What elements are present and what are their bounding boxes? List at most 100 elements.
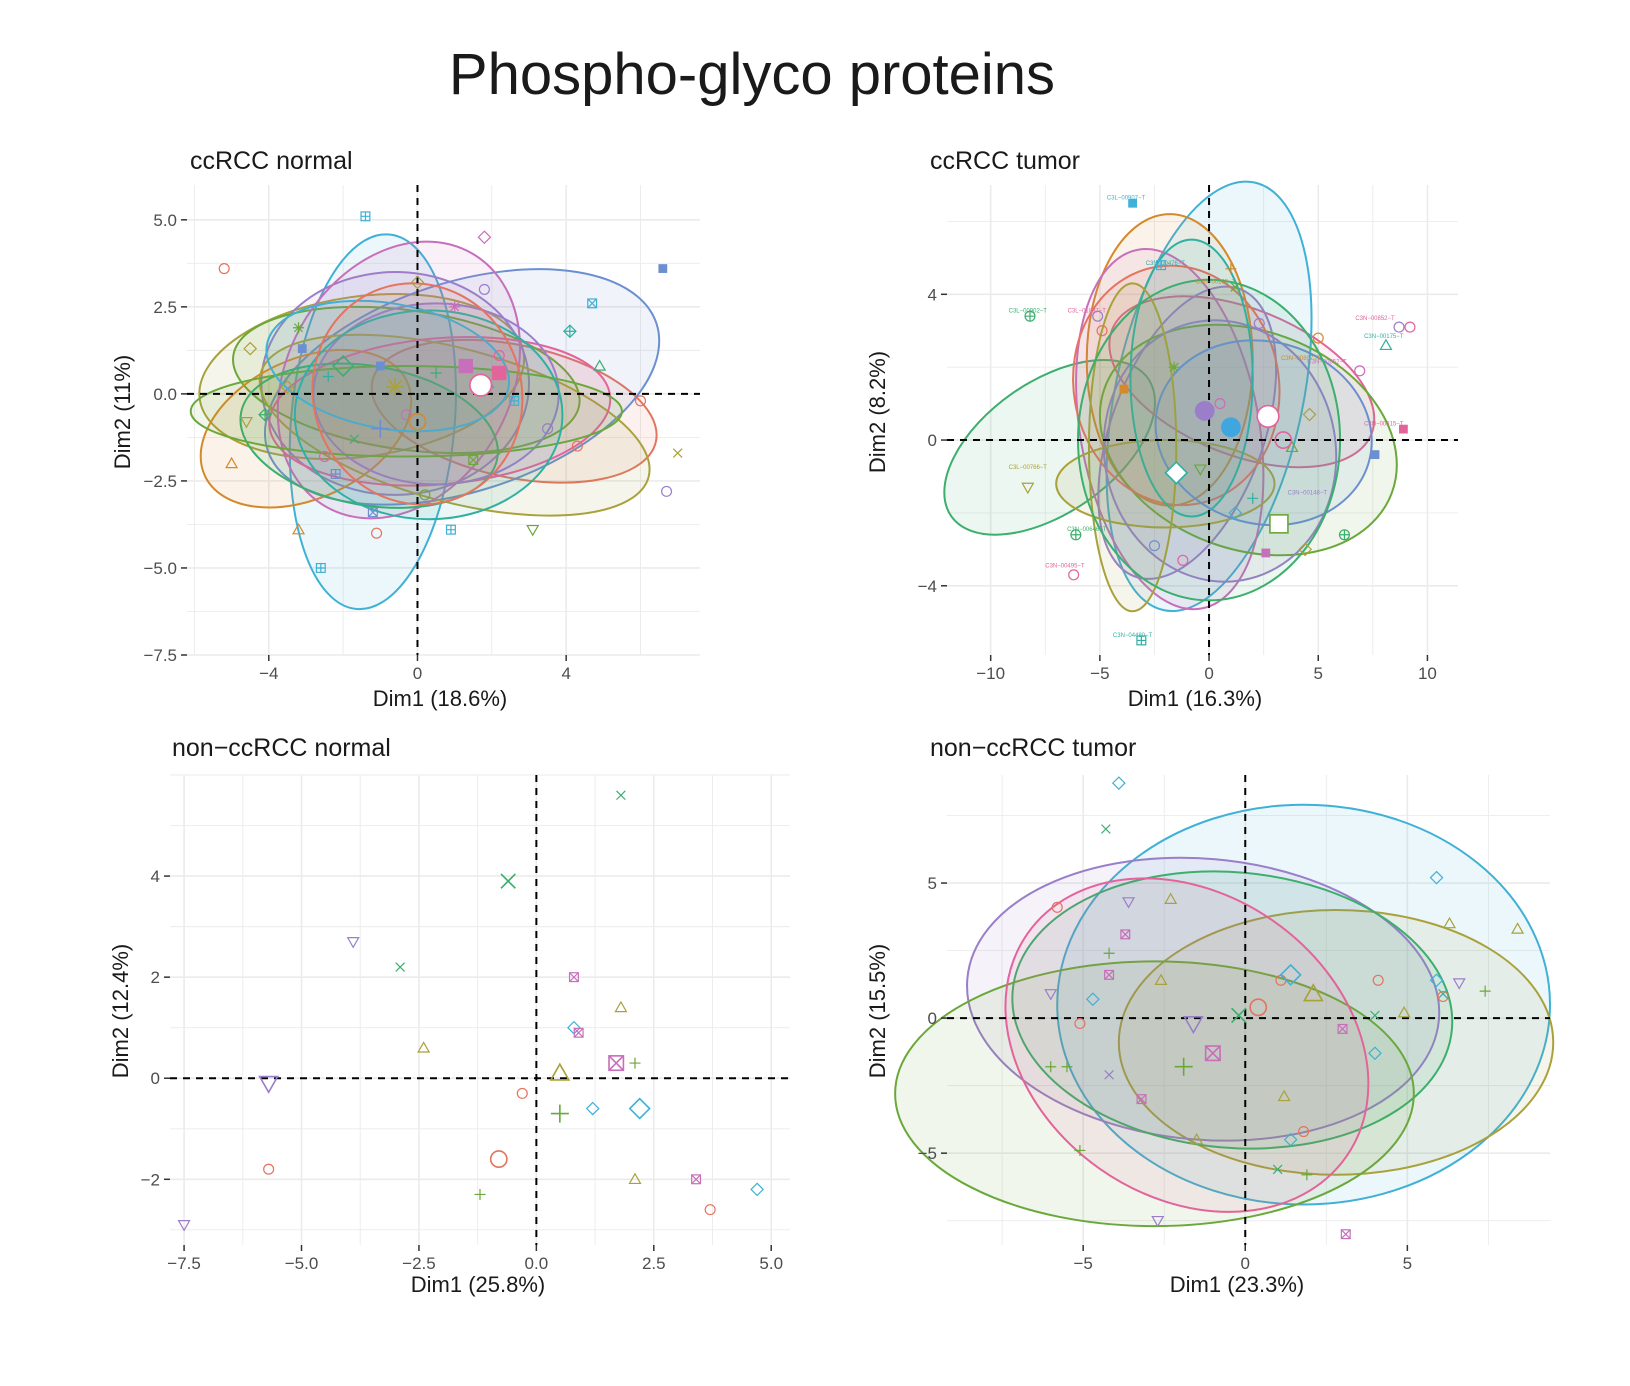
y-tick-label: −2.5 xyxy=(143,472,177,491)
x-tick-label: 2.5 xyxy=(642,1254,666,1273)
panel-ccrcc-tumor: ccRCC tumor C3L−00907−TC3L−00902−TC3L−00… xyxy=(865,147,1458,711)
data-point xyxy=(1074,1017,1086,1030)
data-point xyxy=(493,350,505,362)
ellipse xyxy=(1056,803,1552,1206)
data-point xyxy=(1092,310,1104,322)
y-tick-label: 4 xyxy=(151,867,160,886)
centroid-point xyxy=(1174,1057,1193,1076)
data-point xyxy=(1438,988,1448,999)
y-tick-label: 5.0 xyxy=(153,211,177,230)
data-point xyxy=(1479,985,1491,997)
x-tick-label: −5 xyxy=(1090,664,1109,683)
data-point xyxy=(258,407,272,422)
ylabel-non-ccrcc-normal: Dim2 (12.4%) xyxy=(108,944,133,1078)
data-point xyxy=(1128,198,1138,208)
centroid-point xyxy=(550,1104,569,1123)
data-point xyxy=(614,1000,628,1013)
data-point xyxy=(1298,542,1313,557)
figure-title: Phospho-glyco proteins xyxy=(449,42,1055,107)
centroid-point xyxy=(1249,998,1268,1017)
y-tick-label: 2.5 xyxy=(153,298,177,317)
data-point xyxy=(445,524,456,535)
data-point xyxy=(1136,635,1147,646)
centroid-point xyxy=(1274,431,1293,449)
y-tick-label: 0.0 xyxy=(153,385,177,404)
data-point xyxy=(1253,317,1265,329)
centroid-point xyxy=(492,365,507,381)
ellipse xyxy=(894,960,1415,1228)
plot-non-ccrcc-normal: −7.5 −5.0 −2.5 0.0 2.5 5.0 4 2 0 −2 xyxy=(141,774,790,1273)
x-tick-label: −5 xyxy=(1073,1254,1092,1273)
x-tick-label: −4 xyxy=(259,664,278,683)
data-point xyxy=(225,456,239,469)
data-point xyxy=(509,395,520,406)
data-point xyxy=(478,283,490,295)
data-point xyxy=(1104,969,1115,980)
sample-label: C3L−00907−T xyxy=(1107,196,1146,202)
data-point xyxy=(1193,464,1207,476)
data-point xyxy=(516,1087,528,1099)
centroid-point xyxy=(628,1097,651,1120)
y-tick-label: 0 xyxy=(928,431,937,450)
data-point xyxy=(634,395,647,407)
data-point xyxy=(243,341,258,356)
centroid-point xyxy=(1302,983,1324,1002)
centroid-point xyxy=(408,412,427,431)
x-tick-label: 0 xyxy=(1204,664,1213,683)
panel-title-non-ccrcc-normal: non−ccRCC normal xyxy=(172,734,391,762)
data-point xyxy=(1442,916,1457,929)
data-point xyxy=(1214,398,1226,410)
data-point xyxy=(1051,901,1063,913)
data-point xyxy=(468,455,479,466)
ylabel-ccrcc-normal: Dim2 (11%) xyxy=(110,355,135,470)
data-point xyxy=(616,790,626,801)
data-point xyxy=(1340,1229,1351,1240)
data-point xyxy=(1372,974,1384,986)
sample-label: C3N−00175−T xyxy=(1364,334,1404,340)
ylabel-ccrcc-tumor: Dim2 (8.2%) xyxy=(865,351,890,473)
data-point xyxy=(542,423,554,435)
x-tick-label: −5.0 xyxy=(285,1254,319,1273)
y-tick-label: 5 xyxy=(928,874,937,893)
data-point xyxy=(330,468,341,479)
sample-label: C3N−00807−T xyxy=(1281,356,1321,362)
data-point xyxy=(1168,361,1180,373)
y-tick-label: −7.5 xyxy=(143,646,177,665)
data-point xyxy=(1021,482,1035,495)
data-point xyxy=(587,298,598,309)
data-point xyxy=(1399,424,1408,434)
data-point xyxy=(291,522,306,535)
plot-ccrcc-normal: −4 0 4 5.0 2.5 0.0 −2.5 −5.0 −7.5 xyxy=(143,185,700,683)
panel-title-ccrcc-tumor: ccRCC tumor xyxy=(930,147,1080,175)
x-tick-label: 4 xyxy=(561,664,570,683)
y-tick-label: −2 xyxy=(141,1170,160,1189)
x-tick-label: −10 xyxy=(976,664,1005,683)
x-tick-label: 10 xyxy=(1418,664,1437,683)
data-point xyxy=(568,972,579,983)
data-point xyxy=(658,264,668,273)
centroid-point xyxy=(258,1075,280,1094)
data-point xyxy=(1096,325,1108,337)
x-tick-label: 0.0 xyxy=(525,1254,549,1273)
data-point xyxy=(375,361,385,371)
sample-label: C3L−01897−T xyxy=(1068,309,1107,315)
data-point xyxy=(1101,824,1111,834)
data-point xyxy=(1370,450,1380,460)
confidence-ellipses xyxy=(894,803,1555,1228)
ellipse xyxy=(1129,238,1254,518)
sample-label: C3N−00148−T xyxy=(1288,491,1328,497)
data-point xyxy=(1283,1132,1298,1147)
ellipse xyxy=(1055,439,1276,529)
data-point xyxy=(315,562,326,573)
data-point xyxy=(346,937,360,949)
data-point xyxy=(1337,1023,1348,1034)
axis-ticks: −5 0 5 5 0 −5 xyxy=(918,874,1412,1273)
centroid-point xyxy=(608,1055,625,1072)
axis-ticks: −4 0 4 5.0 2.5 0.0 −2.5 −5.0 −7.5 xyxy=(143,211,570,683)
points xyxy=(1044,776,1525,1240)
data-point xyxy=(395,962,405,972)
data-point xyxy=(417,1041,431,1053)
data-point xyxy=(371,527,383,539)
data-point xyxy=(297,344,307,354)
